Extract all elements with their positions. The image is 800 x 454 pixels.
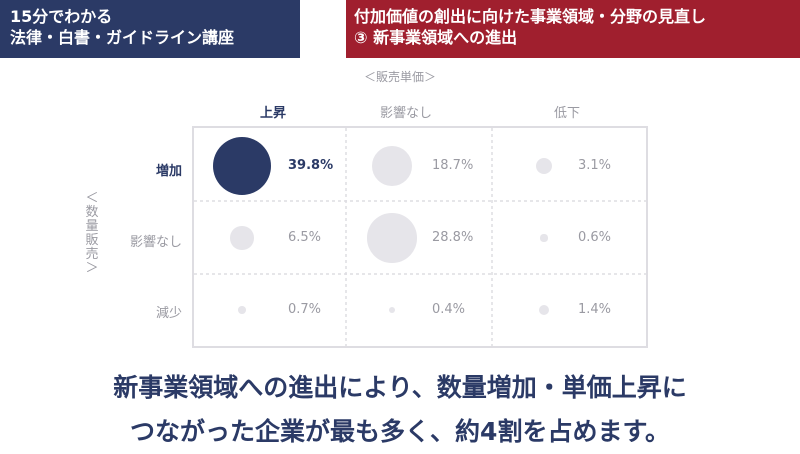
- bubble-mark: [535, 157, 553, 175]
- matrix-grid: [192, 126, 648, 348]
- percent-label: 1.4%: [578, 302, 612, 317]
- header-left-line1: 15分でわかる: [10, 7, 113, 26]
- bubble-mark: [540, 234, 548, 242]
- percent-label: 3.1%: [578, 158, 612, 173]
- grid-border: [192, 126, 648, 348]
- bubble-mark: [372, 146, 412, 186]
- header-right-line1: 付加価値の創出に向けた事業領域・分野の見直し: [354, 7, 707, 26]
- column-header-rise: 上昇: [259, 106, 286, 121]
- row-header-no-effect: 影響なし: [129, 235, 182, 250]
- column-axis-label: ＜販売単価＞: [363, 70, 436, 84]
- header-title-right: 付加価値の創出に向けた事業領域・分野の見直し ③ 新事業領域への進出: [346, 0, 800, 58]
- row-axis-label: ＜ 数 量 販 売 ＞: [80, 192, 104, 276]
- bubble-mark: [389, 307, 395, 313]
- bubble-mark: [538, 304, 550, 316]
- percent-label: 28.8%: [432, 230, 474, 245]
- bubble-mark: [230, 226, 254, 250]
- caption-line2: つながった企業が最も多く、約4割を占めます。: [130, 417, 670, 446]
- column-header-fall: 低下: [553, 106, 580, 121]
- column-header-no-effect: 影響なし: [379, 106, 432, 121]
- percent-label: 18.7%: [432, 158, 474, 173]
- header-title-left: 15分でわかる 法律・白書・ガイドライン講座: [0, 0, 300, 58]
- caption-line1: 新事業領域への進出により、数量増加・単価上昇に: [113, 373, 687, 402]
- row-axis-char: ＞: [85, 261, 99, 276]
- row-header-decrease: 減少: [155, 306, 182, 321]
- row-axis-char: 売: [85, 247, 99, 262]
- percent-label: 0.7%: [288, 302, 322, 317]
- bubble-mark: [238, 306, 246, 314]
- row-axis-char: 量: [85, 219, 99, 234]
- row-axis-char: 数: [85, 205, 99, 220]
- row-axis-char: ＜: [85, 191, 99, 206]
- header-left-line2: 法律・白書・ガイドライン講座: [10, 28, 235, 47]
- row-axis-char: 販: [85, 233, 99, 248]
- header-right-line2: ③ 新事業領域への進出: [354, 28, 518, 47]
- bubble-mark: [213, 137, 271, 195]
- summary-caption: 新事業領域への進出により、数量増加・単価上昇に つながった企業が最も多く、約4割…: [0, 366, 800, 454]
- percent-label: 6.5%: [288, 230, 322, 245]
- percent-label: 0.6%: [578, 230, 612, 245]
- percent-label: 39.8%: [288, 158, 334, 173]
- row-header-increase: 増加: [155, 164, 182, 179]
- bubble-mark: [367, 213, 417, 263]
- percent-label: 0.4%: [432, 302, 466, 317]
